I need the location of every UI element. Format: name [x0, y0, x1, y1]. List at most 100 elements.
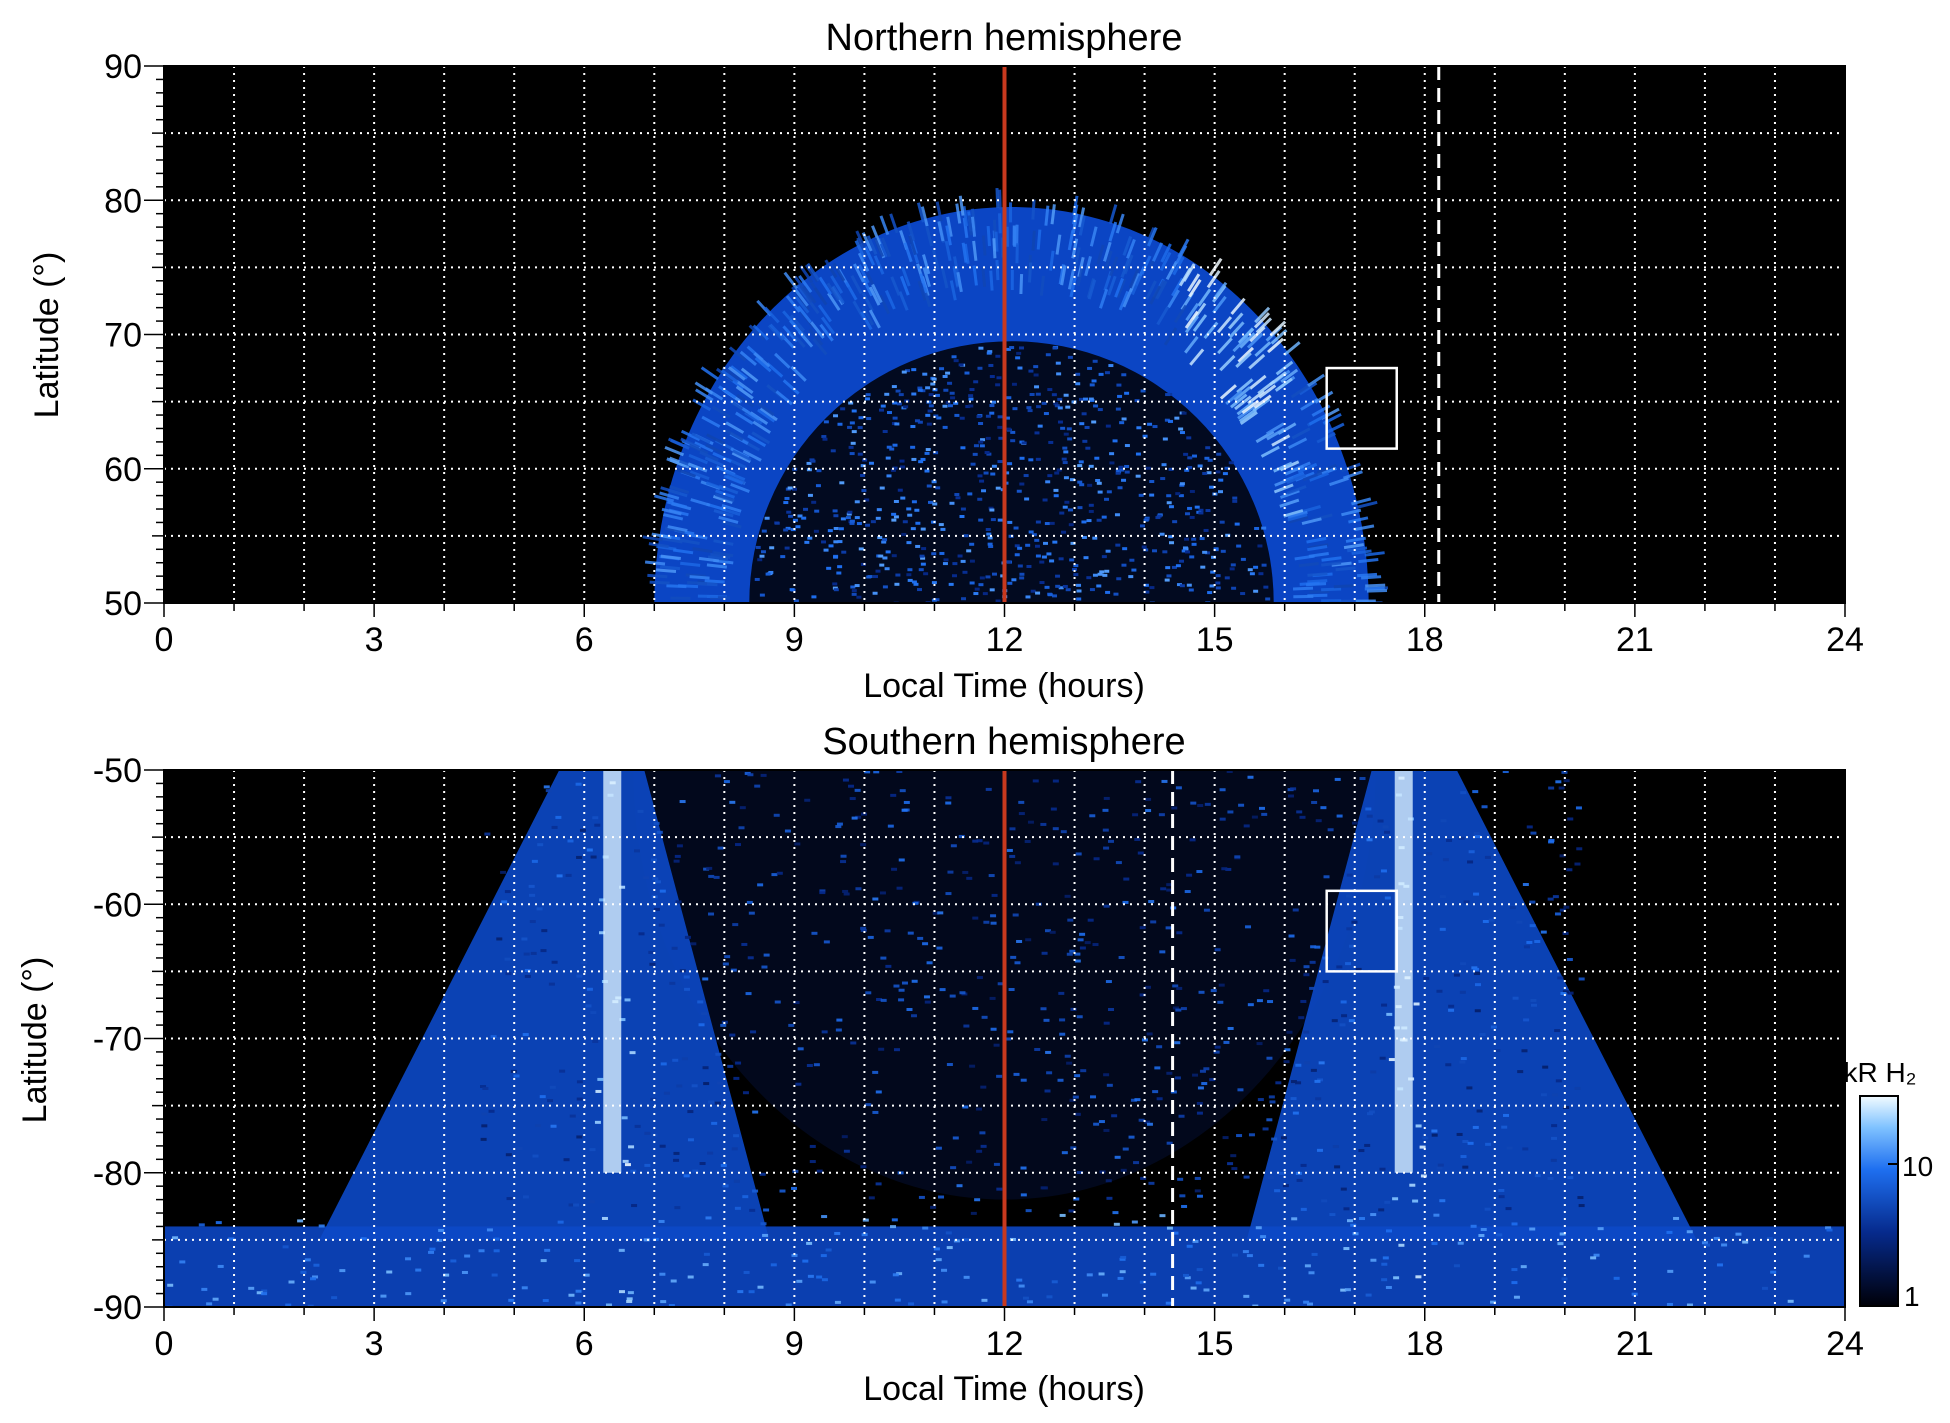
emission-speckle: [1576, 847, 1583, 851]
polar-cap-speckle: [1215, 574, 1221, 578]
emission-speckle: [1113, 1222, 1120, 1226]
emission-streak: [1273, 461, 1293, 473]
polar-cap-speckle: [1115, 468, 1121, 472]
polar-cap-speckle: [1078, 397, 1084, 401]
polar-cap-speckle: [1182, 546, 1188, 550]
emission-streak: [1358, 558, 1379, 564]
emission-streak: [1055, 234, 1062, 255]
emission-speckle: [974, 1198, 981, 1202]
emission-speckle: [563, 1158, 570, 1162]
emission-speckle: [586, 987, 593, 991]
polar-cap-speckle: [1059, 511, 1065, 515]
polar-cap-speckle: [1184, 468, 1190, 472]
emission-speckle: [745, 992, 752, 996]
polar-cap-speckle: [860, 473, 866, 477]
emission-speckle: [860, 928, 867, 932]
emission-speckle: [996, 1187, 1003, 1191]
emission-speckle: [791, 1253, 798, 1257]
emission-speckle: [1284, 1298, 1291, 1302]
emission-speckle: [628, 1145, 635, 1149]
emission-speckle: [1074, 1112, 1081, 1116]
polar-cap-speckle: [832, 586, 838, 590]
polar-cap-speckle: [989, 375, 995, 379]
polar-cap-speckle: [864, 523, 870, 527]
polar-cap-speckle: [1140, 524, 1146, 528]
polar-cap-speckle: [973, 444, 979, 448]
emission-speckle: [806, 1241, 813, 1245]
polar-cap-speckle: [1073, 573, 1079, 577]
polar-cap-speckle: [1115, 471, 1121, 475]
emission-streak: [798, 274, 813, 293]
emission-streak: [917, 280, 927, 301]
emission-streak: [1356, 572, 1378, 578]
emission-speckle: [723, 780, 730, 784]
polar-cap-speckle: [948, 582, 954, 586]
emission-speckle: [708, 912, 715, 916]
emission-speckle: [717, 846, 724, 850]
emission-streak: [1321, 561, 1342, 567]
emission-speckle: [684, 987, 691, 991]
emission-speckle: [1322, 956, 1329, 960]
emission-speckle: [1072, 1095, 1079, 1099]
polar-cap-speckle: [1232, 496, 1238, 500]
polar-cap-speckle: [890, 468, 896, 472]
emission-speckle: [440, 1299, 447, 1303]
emission-speckle: [559, 1069, 566, 1073]
emission-streak: [873, 237, 884, 258]
emission-streak: [1239, 332, 1256, 349]
emission-speckle: [1166, 1226, 1173, 1230]
polar-cap-speckle: [1152, 425, 1158, 429]
emission-speckle: [809, 1144, 816, 1148]
polar-cap-speckle: [922, 372, 928, 376]
emission-speckle: [714, 774, 721, 778]
emission-streak: [1308, 413, 1328, 426]
emission-speckle: [1134, 837, 1141, 841]
polar-cap-speckle: [847, 510, 853, 514]
emission-speckle: [1826, 1228, 1833, 1232]
emission-speckle: [567, 839, 574, 843]
polar-cap-speckle: [934, 393, 940, 397]
polar-cap-speckle: [931, 480, 937, 484]
emission-speckle: [773, 813, 780, 817]
emission-speckle: [1468, 850, 1475, 854]
emission-speckle: [1463, 900, 1470, 904]
emission-speckle: [1231, 1253, 1238, 1257]
emission-streak: [1233, 386, 1252, 402]
emission-speckle: [733, 1134, 740, 1138]
polar-cap-speckle: [896, 402, 902, 406]
emission-speckle: [1230, 1154, 1237, 1158]
emission-streak: [704, 456, 725, 468]
emission-streak: [1078, 207, 1086, 228]
emission-streak: [1283, 509, 1304, 518]
polar-cap-speckle: [1164, 578, 1170, 582]
emission-speckle: [950, 1166, 957, 1170]
emission-speckle: [1488, 918, 1495, 922]
emission-speckle: [629, 1051, 636, 1055]
polar-cap-speckle: [1056, 372, 1062, 376]
emission-speckle: [540, 949, 547, 953]
emission-streak: [1067, 230, 1075, 251]
emission-speckle: [734, 1206, 741, 1210]
emission-speckle: [676, 844, 683, 848]
polar-cap-speckle: [915, 544, 921, 548]
emission-speckle: [898, 988, 905, 992]
emission-speckle: [405, 1257, 412, 1261]
emission-speckle: [762, 1233, 769, 1237]
emission-streak: [994, 231, 999, 252]
emission-streak: [783, 271, 799, 290]
emission-speckle: [1172, 984, 1179, 988]
y-tick-label: -90: [93, 1289, 142, 1327]
emission-speckle: [713, 875, 720, 879]
polar-cap-speckle: [1253, 565, 1259, 569]
emission-speckle: [576, 974, 583, 978]
x-tick-label: 0: [155, 1325, 174, 1363]
emission-speckle: [1426, 852, 1433, 856]
emission-speckle: [988, 874, 995, 878]
emission-streak: [720, 369, 739, 384]
emission-speckle: [1092, 943, 1099, 947]
polar-cap-speckle: [872, 591, 878, 595]
emission-speckle: [1103, 1021, 1110, 1025]
auroral-emission: [642, 187, 1388, 603]
emission-speckle: [1666, 1230, 1673, 1234]
emission-speckle: [1196, 870, 1203, 874]
